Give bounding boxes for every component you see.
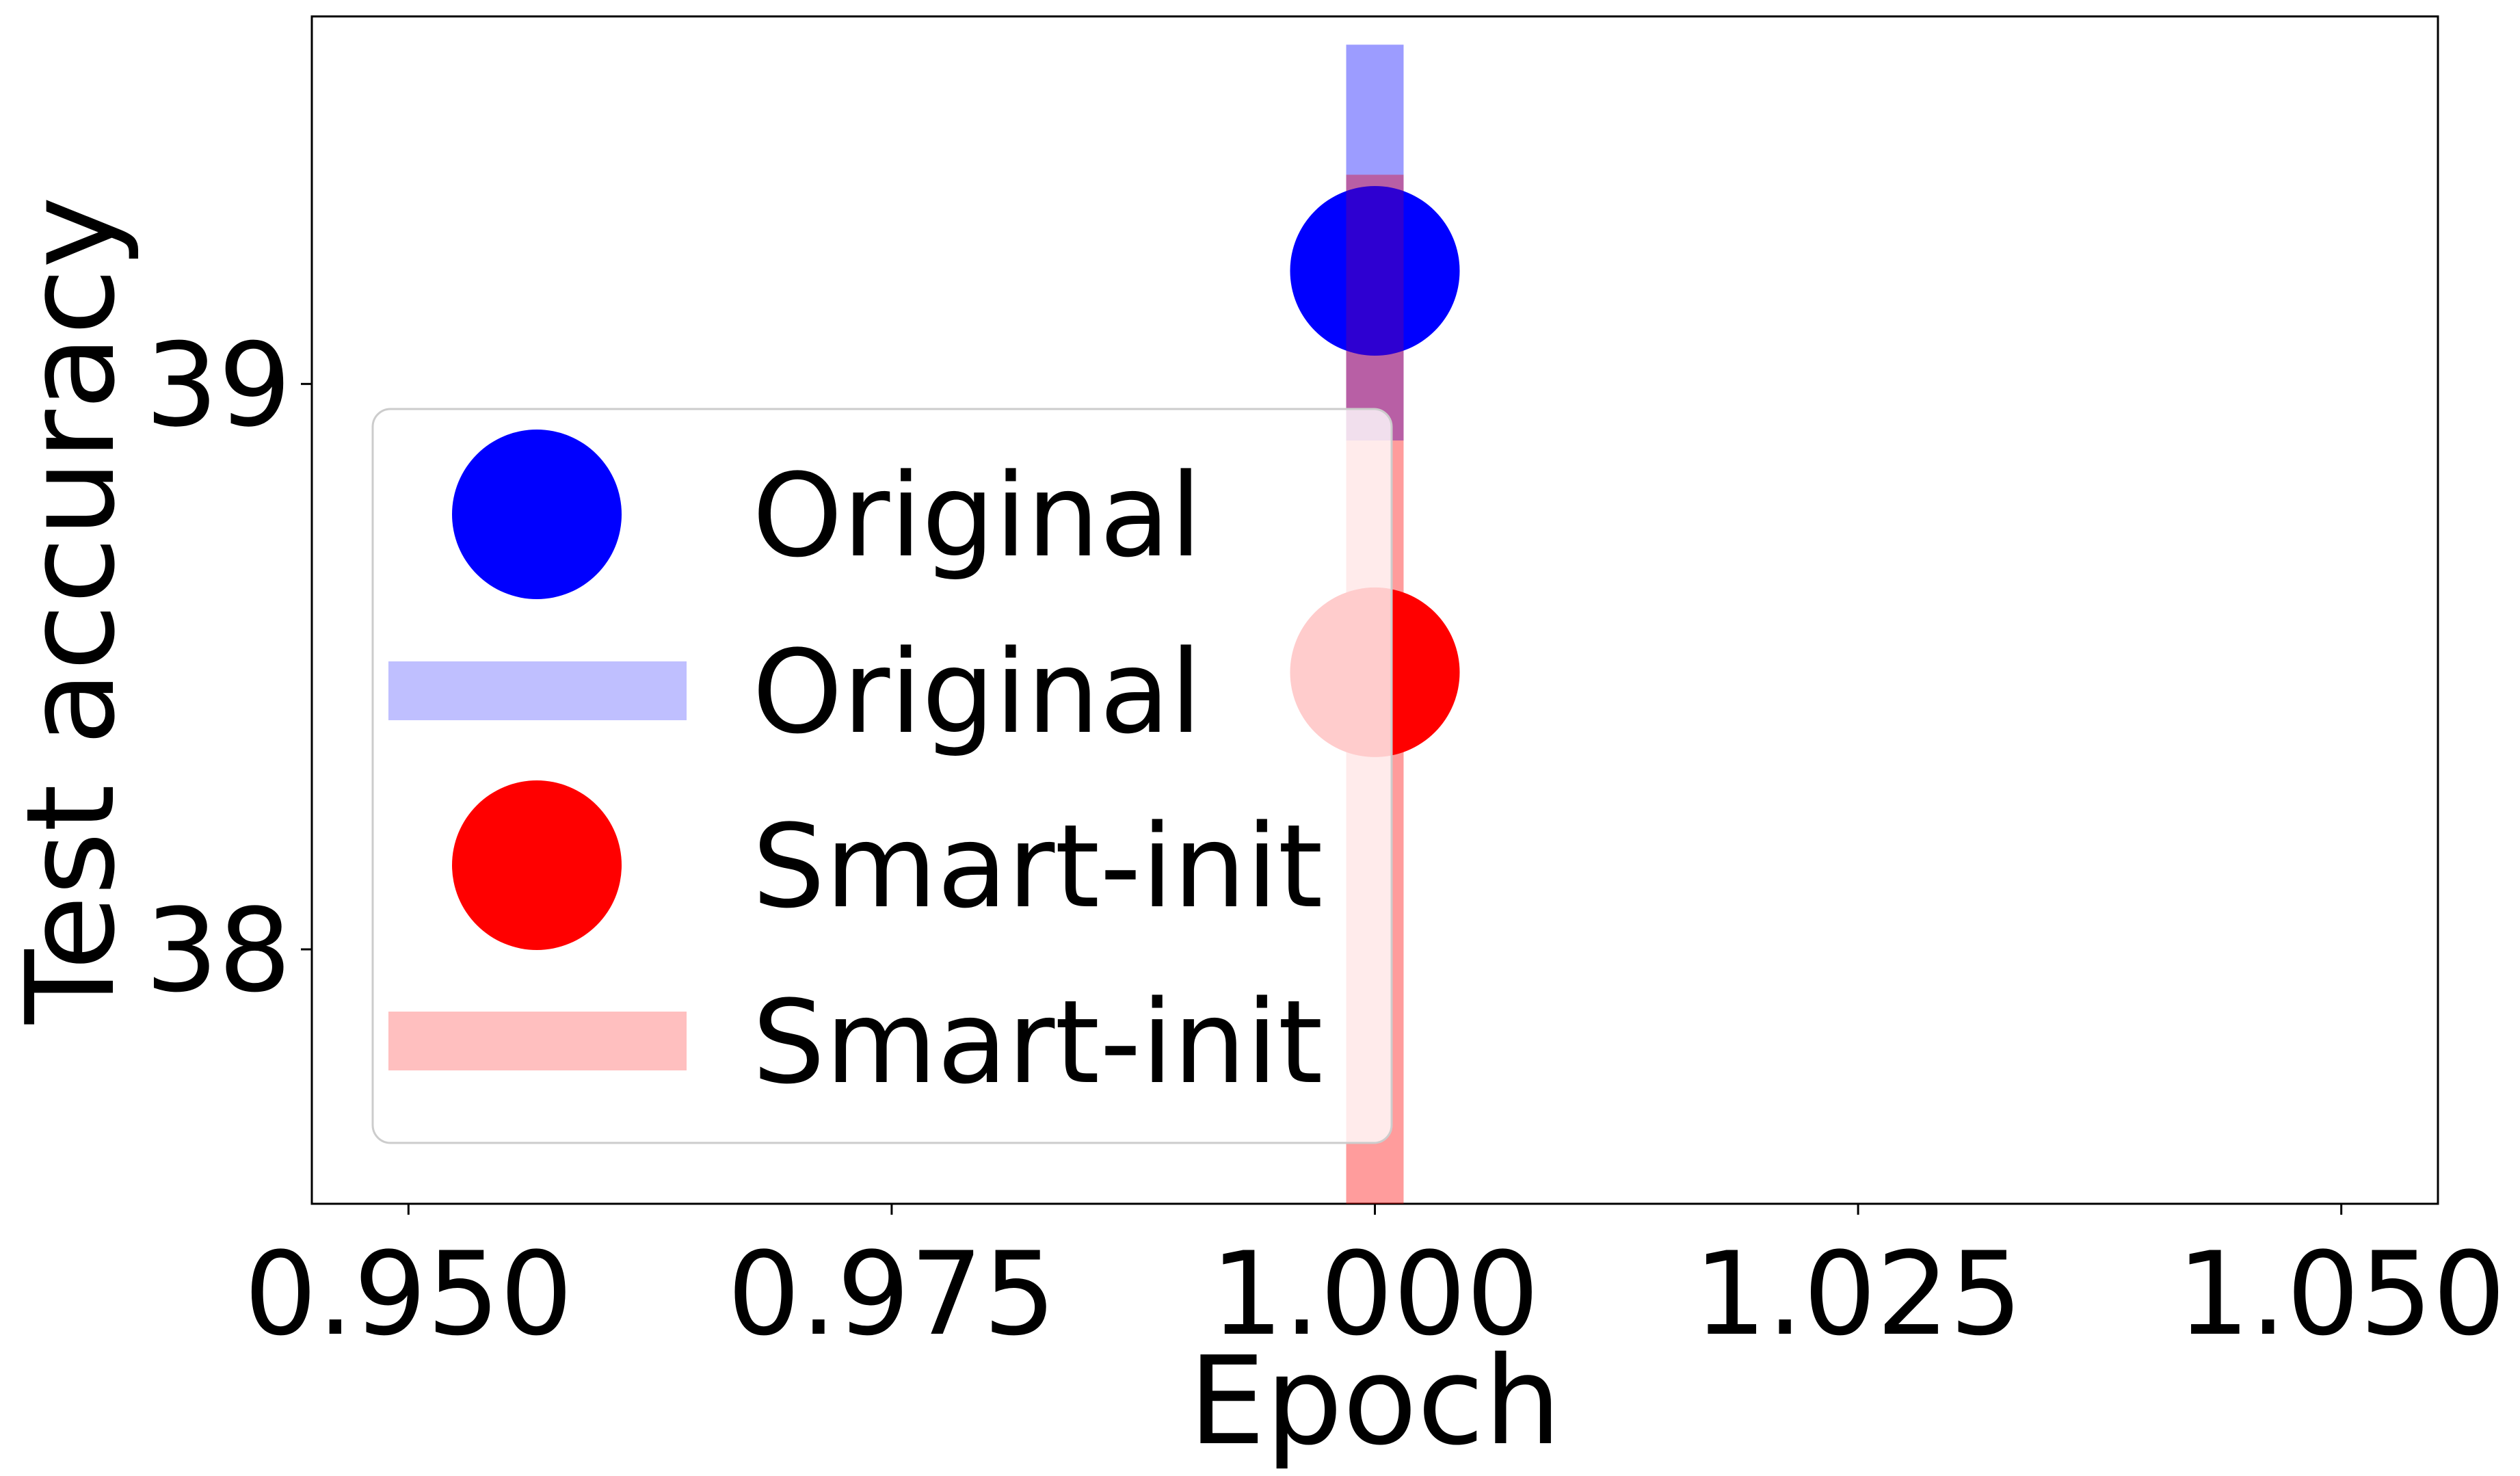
legend-band-icon <box>388 661 687 720</box>
legend-label: Smart-init <box>752 975 1323 1109</box>
legend-band-icon <box>388 1012 687 1070</box>
x-tick-label: 1.050 <box>2177 1227 2506 1361</box>
original-error-band-overlay <box>1346 44 1404 441</box>
y-tick-label: 38 <box>145 884 291 1018</box>
x-tick-label: 0.975 <box>727 1227 1056 1361</box>
original-marker <box>1290 186 1460 356</box>
x-tick-label: 1.000 <box>1210 1227 1539 1361</box>
x-tick-label: 0.950 <box>244 1227 573 1361</box>
y-tick-label: 39 <box>145 318 291 452</box>
legend-marker-icon <box>452 780 622 950</box>
x-tick-label: 1.025 <box>1694 1227 2023 1361</box>
y-axis: 38 39 <box>145 318 312 1018</box>
x-axis: 0.950 0.975 1.000 1.025 1.050 <box>244 1204 2506 1361</box>
legend: Original Original Smart-init Smart-init <box>371 408 1393 1144</box>
legend-label: Smart-init <box>752 800 1323 934</box>
y-axis-label: Test accuracy <box>0 196 142 1025</box>
legend-marker-icon <box>452 430 622 599</box>
legend-box <box>371 408 1393 1144</box>
x-axis-label: Epoch <box>1189 1330 1561 1472</box>
legend-label: Original <box>752 449 1202 583</box>
legend-label: Original <box>752 625 1202 759</box>
